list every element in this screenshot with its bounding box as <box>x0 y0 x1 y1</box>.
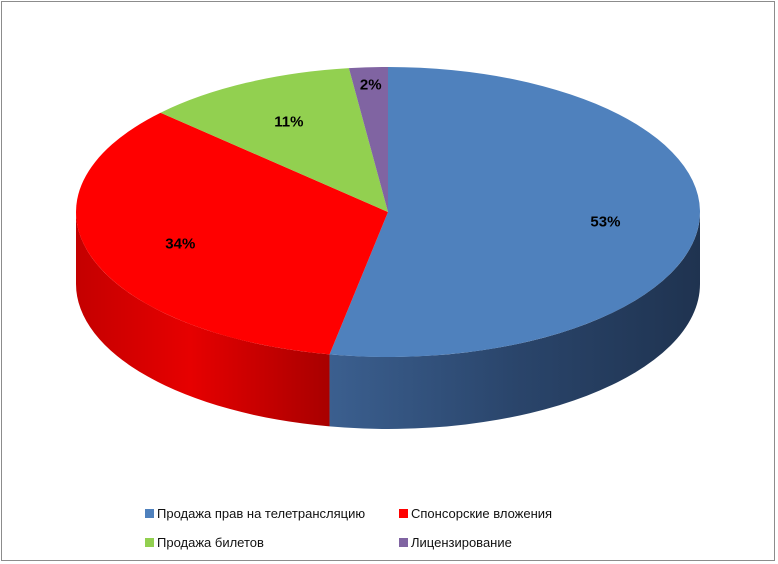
legend-label: Спонсорские вложения <box>411 506 553 521</box>
slice-1 <box>329 67 701 357</box>
slice-4 <box>348 67 388 212</box>
slice-1-side <box>329 212 700 429</box>
legend-label: Продажа билетов <box>157 535 264 550</box>
slice-2-label: 34% <box>165 235 195 252</box>
legend-item-tickets: Продажа билетов <box>145 535 399 550</box>
legend-swatch <box>145 538 154 547</box>
slice-3 <box>160 68 388 212</box>
legend-swatch <box>399 538 408 547</box>
legend-item-sponsorship: Спонсорские вложения <box>399 506 552 521</box>
slice-1-label: 53% <box>590 214 620 231</box>
legend-label: Продажа прав на телетрансляцию <box>157 506 366 521</box>
legend: Продажа прав на телетрансляцию Спонсорск… <box>145 499 605 557</box>
legend-swatch <box>145 509 154 518</box>
slice-2-side <box>76 212 330 427</box>
slice-4-label: 2% <box>360 77 382 94</box>
slice-3-label: 11% <box>274 114 303 131</box>
legend-item-licensing: Лицензирование <box>399 535 512 550</box>
legend-item-tv-rights: Продажа прав на телетрансляцию <box>145 506 399 521</box>
legend-swatch <box>399 509 408 518</box>
legend-label: Лицензирование <box>411 535 512 550</box>
slice-2 <box>75 112 388 355</box>
